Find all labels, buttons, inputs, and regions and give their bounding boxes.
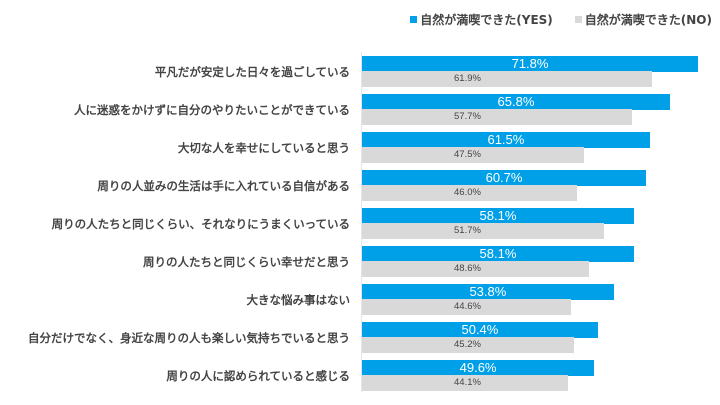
data-label-no: 44.1%	[454, 377, 481, 388]
bar-no	[362, 261, 590, 277]
data-label-no: 57.7%	[454, 111, 481, 122]
bar-yes	[362, 284, 614, 300]
bar-yes	[362, 132, 650, 148]
data-label-yes: 49.6%	[459, 360, 497, 375]
bar-no	[362, 223, 604, 239]
bar-yes	[362, 360, 595, 376]
bar-no	[362, 299, 571, 315]
category-label: 周りの人に認められていると感じる	[166, 369, 350, 383]
bar-yes	[362, 246, 634, 262]
legend-item-no: 自然が満喫できた(NO)	[574, 11, 712, 28]
category-label: 大切な人を幸せにしていると思う	[177, 141, 350, 155]
data-label-yes: 65.8%	[497, 94, 535, 109]
data-label-no: 61.9%	[454, 73, 481, 84]
data-label-no: 46.0%	[454, 187, 481, 198]
data-label-yes: 53.8%	[469, 284, 507, 299]
data-label-yes: 50.4%	[461, 322, 499, 337]
category-label: 人に迷惑をかけずに自分のやりたいことができている	[74, 103, 350, 117]
bar-no	[362, 71, 652, 87]
data-label-no: 44.6%	[454, 301, 481, 312]
bar-yes	[362, 170, 647, 186]
category-label: 周りの人並みの生活は手に入れている自信がある	[97, 179, 350, 193]
bar-no	[362, 375, 569, 391]
data-label-yes: 61.5%	[487, 132, 525, 147]
bar-yes	[362, 94, 670, 110]
data-label-no: 51.7%	[454, 225, 481, 236]
bar-no	[362, 337, 574, 353]
category-label: 周りの人たちと同じくらい幸せだと思う	[143, 255, 350, 269]
data-label-yes: 58.1%	[479, 246, 517, 261]
data-label-yes: 60.7%	[485, 170, 523, 185]
legend: 自然が満喫できた(YES) 自然が満喫できた(NO)	[410, 11, 712, 28]
legend-label-yes: 自然が満喫できた(YES)	[420, 13, 553, 27]
category-label: 周りの人たちと同じくらい、それなりにうまくいっている	[51, 217, 350, 231]
bar-no	[362, 109, 633, 125]
legend-label-no: 自然が満喫できた(NO)	[584, 13, 712, 27]
bar-yes	[362, 208, 634, 224]
category-label: 平凡だが安定した日々を過ごしている	[154, 65, 350, 79]
bar-no	[362, 147, 585, 163]
bar-no	[362, 185, 578, 201]
bar-yes	[362, 322, 598, 338]
bar-yes	[362, 56, 699, 72]
legend-item-yes: 自然が満喫できた(YES)	[410, 11, 553, 28]
category-label: 大きな悩み事はない	[246, 293, 351, 307]
legend-swatch-no	[574, 16, 582, 23]
data-label-yes: 58.1%	[479, 208, 517, 223]
category-label: 自分だけでなく、身近な周りの人も楽しい気持ちでいると思う	[28, 331, 350, 345]
category-axis-line	[361, 52, 362, 392]
data-label-yes: 71.8%	[511, 56, 549, 71]
data-label-no: 45.2%	[454, 339, 481, 350]
data-label-no: 47.5%	[454, 149, 481, 160]
data-label-no: 48.6%	[454, 263, 481, 274]
legend-swatch-yes	[410, 16, 418, 23]
